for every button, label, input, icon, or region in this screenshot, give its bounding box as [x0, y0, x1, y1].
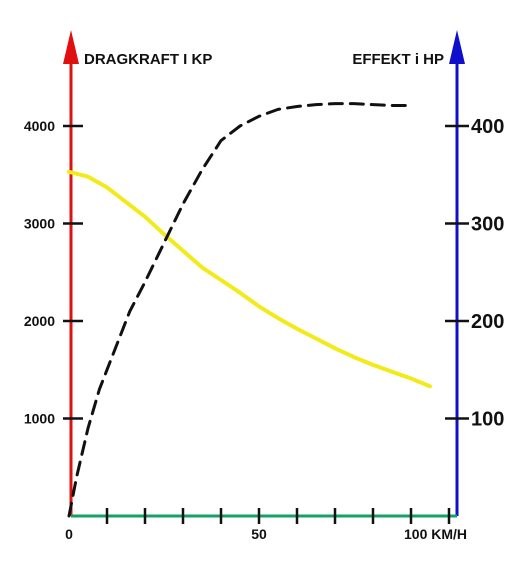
right-tick-label-400: 400	[471, 116, 504, 138]
left-axis-title: DRAGKRAFT I KP	[84, 51, 212, 68]
right-tick-label-200: 200	[471, 311, 504, 333]
right-tick-label-100: 100	[471, 409, 504, 431]
left-tick-label-3000: 3000	[24, 216, 55, 232]
right-tick-label-300: 300	[471, 214, 504, 236]
right-axis-title: EFFEKT i HP	[352, 51, 444, 68]
x-tick-label-0: 0	[65, 526, 73, 542]
series-line-dragkraft	[67, 169, 432, 389]
left-tick-label-1000: 1000	[24, 411, 55, 427]
x-tick-label-100: 100 KM/H	[404, 526, 467, 542]
right-axis-arrow	[449, 30, 465, 64]
left-axis-arrow	[63, 30, 79, 64]
series-line-effekt	[67, 102, 413, 518]
left-tick-label-4000: 4000	[24, 118, 55, 134]
x-tick-label-50: 50	[251, 526, 267, 542]
left-tick-label-2000: 2000	[24, 313, 55, 329]
